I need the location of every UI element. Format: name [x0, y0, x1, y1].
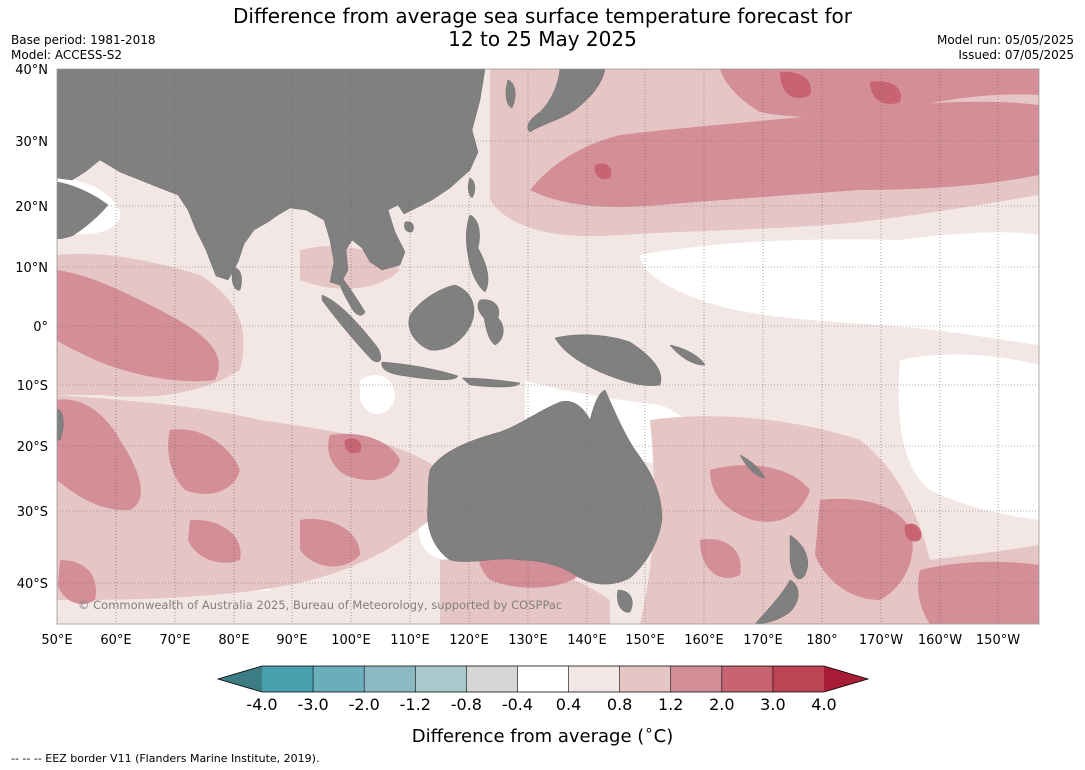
degree-symbol: ∘ [644, 721, 654, 739]
colorbar-segment [772, 666, 825, 692]
colorbar-tick-label: 1.2 [657, 695, 684, 714]
latitude-label: 0° [33, 320, 48, 335]
longitude-label: 80°E [218, 633, 249, 648]
title-line-2: 12 to 25 May 2025 [448, 27, 637, 51]
colorbar-tick-label: -2.0 [348, 695, 380, 714]
colorbar-segment [721, 666, 774, 692]
longitude-label: 70°E [159, 633, 190, 648]
longitude-label: 160°E [684, 633, 724, 648]
copyright-text: © Commonwealth of Australia 2025, Bureau… [78, 598, 562, 612]
colorbar-tick-label: 3.0 [760, 695, 786, 714]
colorbar-segment [568, 666, 621, 692]
colorbar-extend-low [218, 666, 262, 692]
colorbar-segment [313, 666, 365, 692]
colorbar-unit: C) [653, 726, 674, 747]
model-text: Model: ACCESS-S2 [11, 48, 123, 62]
latitude-label: 10°N [15, 261, 48, 276]
longitude-label: 150°E [625, 633, 665, 648]
longitude-label: 180° [806, 633, 837, 648]
colorbar-outline [216, 665, 870, 693]
longitude-label: 170°E [743, 633, 783, 648]
map-title: Difference from average sea surface temp… [0, 5, 1085, 51]
latitude-label: 40°N [15, 63, 48, 78]
longitude-label: 140°E [567, 633, 607, 648]
latitude-label: 40°S [17, 577, 48, 592]
colorbar-segment [415, 666, 467, 692]
longitude-label: 50°E [41, 633, 72, 648]
colorbar-tick-label: 0.8 [606, 695, 633, 714]
longitude-label: 60°E [100, 633, 131, 648]
colorbar-segment [670, 666, 723, 692]
meta-left: Base period: 1981-2018 Model: ACCESS-S2 [11, 33, 156, 63]
latitude-labels: 40°N 30°N 20°N 10°N 0° 10°S 20°S 30°S 40°S [15, 63, 48, 592]
colorbar-segment [262, 666, 314, 692]
longitude-label: 100°E [331, 633, 371, 648]
colorbar-tick-label: 2.0 [709, 695, 735, 714]
colorbar-segment [364, 666, 416, 692]
colorbar-tick-label: -1.2 [399, 695, 431, 714]
colorbar-tick-label: 0.4 [555, 695, 582, 714]
colorbar-tick-label: -0.8 [450, 695, 482, 714]
longitude-label: 110°E [390, 633, 430, 648]
base-period-text: Base period: 1981-2018 [11, 33, 156, 47]
colorbar-title-text: Difference from average ( [411, 726, 645, 747]
colorbar-segment [619, 666, 672, 692]
longitude-label: 160°W [918, 633, 962, 648]
very-strong-anomaly-regions [344, 71, 922, 542]
colorbar-segment [466, 666, 518, 692]
colorbar-tick-label: -3.0 [297, 695, 329, 714]
longitude-label: 130°E [508, 633, 548, 648]
colorbar-tick-label: -0.4 [501, 695, 534, 714]
longitude-label: 120°E [449, 633, 489, 648]
colorbar [216, 665, 870, 693]
issued-text: Issued: 07/05/2025 [958, 48, 1074, 62]
map-plot-area: © Commonwealth of Australia 2025, Bureau… [57, 69, 1039, 624]
latitude-label: 20°S [17, 440, 48, 455]
gridlines [57, 69, 1039, 624]
latitude-label: 30°S [17, 505, 48, 520]
colorbar-title: Difference from average (∘C) [0, 721, 1085, 747]
map-frame [56, 68, 1040, 625]
latitude-label: 10°S [17, 379, 48, 394]
longitude-label: 150°W [976, 633, 1020, 648]
meta-right: Model run: 05/05/2025 Issued: 07/05/2025 [937, 33, 1074, 63]
latitude-label: 20°N [15, 200, 48, 215]
latitude-label: 30°N [15, 135, 48, 150]
longitude-labels: 50°E 60°E 70°E 80°E 90°E 100°E 110°E 120°E 130°E… [41, 633, 1020, 648]
colorbar-tick-label: -4.0 [246, 695, 278, 714]
footer-note: -- -- -- EEZ border V11 (Flanders Marine… [11, 752, 320, 765]
longitude-label: 170°W [859, 633, 903, 648]
strong-anomaly-regions [57, 69, 1039, 624]
title-line-1: Difference from average sea surface temp… [232, 4, 852, 28]
colorbar-tick-label: 4.0 [811, 695, 837, 714]
longitude-label: 90°E [276, 633, 307, 648]
model-run-text: Model run: 05/05/2025 [936, 33, 1074, 47]
colorbar-segment [517, 666, 570, 692]
land-masses [57, 69, 808, 624]
colorbar-extend-high [824, 666, 868, 692]
